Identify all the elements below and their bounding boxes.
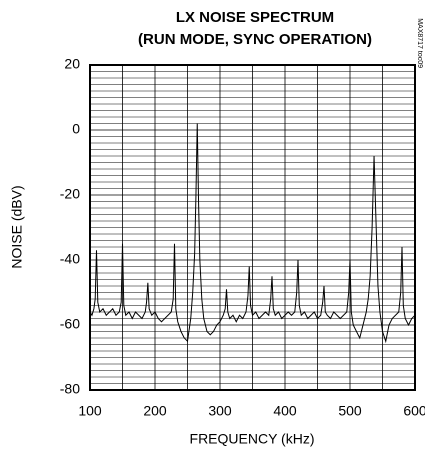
note: MAX8717 toc09 — [416, 18, 423, 68]
y-tick-label: -20 — [60, 186, 80, 202]
x-tick-label: 400 — [273, 403, 297, 419]
chart-subtitle: (RUN MODE, SYNC OPERATION) — [138, 31, 372, 48]
x-axis-label: FREQUENCY (kHz) — [190, 431, 315, 447]
y-tick-label: -40 — [60, 251, 80, 267]
plot-frame — [89, 64, 416, 391]
y-tick-label: 20 — [64, 56, 80, 72]
series-line — [89, 123, 416, 344]
x-tick-label: 300 — [208, 403, 232, 419]
x-tick-label: 200 — [143, 403, 167, 419]
x-tick-label: 500 — [338, 403, 362, 419]
y-tick-label: -60 — [60, 316, 80, 332]
x-tick-label: 100 — [78, 403, 102, 419]
y-tick-label: -80 — [60, 381, 80, 397]
x-tick-label: 600 — [403, 403, 425, 419]
chart-title: LX NOISE SPECTRUM — [176, 9, 334, 26]
y-tick-label: 0 — [72, 121, 80, 137]
y-axis-label: NOISE (dBV) — [9, 185, 25, 268]
